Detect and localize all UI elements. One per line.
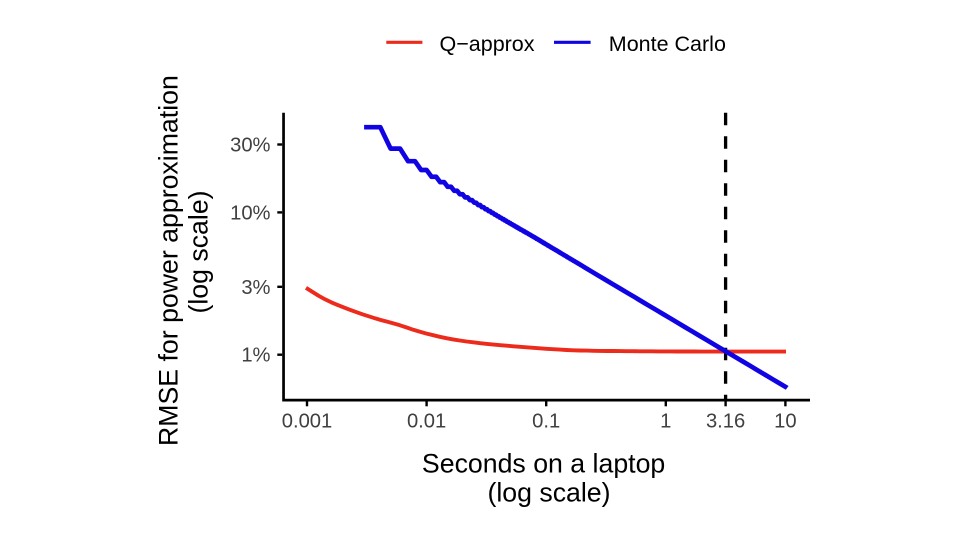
svg-text:10: 10 bbox=[774, 411, 796, 433]
svg-text:0.1: 0.1 bbox=[532, 411, 560, 433]
svg-text:RMSE for power approximation: RMSE for power approximation bbox=[154, 75, 184, 446]
svg-text:30%: 30% bbox=[230, 135, 270, 157]
svg-text:(log scale): (log scale) bbox=[184, 190, 214, 313]
svg-text:10%: 10% bbox=[230, 202, 270, 224]
svg-text:3%: 3% bbox=[241, 277, 270, 299]
svg-text:(log scale): (log scale) bbox=[487, 478, 610, 508]
svg-text:0.01: 0.01 bbox=[407, 411, 446, 433]
svg-text:0.001: 0.001 bbox=[282, 411, 333, 433]
svg-text:Q−approx: Q−approx bbox=[440, 32, 535, 56]
svg-text:1: 1 bbox=[660, 411, 671, 433]
svg-text:Monte Carlo: Monte Carlo bbox=[609, 32, 726, 56]
svg-text:3.16: 3.16 bbox=[706, 411, 745, 433]
svg-text:Seconds on a laptop: Seconds on a laptop bbox=[422, 449, 665, 479]
svg-text:1%: 1% bbox=[241, 345, 270, 367]
